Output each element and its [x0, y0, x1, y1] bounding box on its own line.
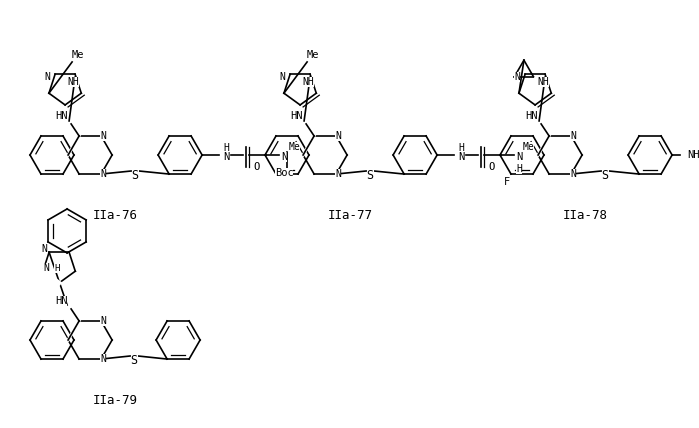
- Text: N: N: [100, 169, 106, 179]
- Text: HN: HN: [290, 111, 303, 121]
- Text: N: N: [335, 169, 341, 179]
- Text: IIa-78: IIa-78: [563, 208, 607, 222]
- Text: N: N: [41, 244, 47, 254]
- Text: N: N: [43, 263, 49, 273]
- Text: N: N: [100, 316, 106, 326]
- Text: NH: NH: [67, 77, 79, 87]
- Text: O: O: [488, 162, 494, 172]
- Text: F: F: [504, 177, 510, 187]
- Text: N: N: [100, 354, 106, 364]
- Text: H: H: [55, 264, 59, 273]
- Text: H: H: [516, 164, 522, 174]
- Text: NH: NH: [538, 77, 549, 87]
- Text: IIa-79: IIa-79: [92, 393, 138, 407]
- Text: H: H: [458, 143, 464, 153]
- Text: N: N: [335, 131, 341, 141]
- Text: S: S: [131, 354, 138, 366]
- Text: S: S: [366, 169, 374, 181]
- Text: Me: Me: [307, 50, 319, 60]
- Text: NH: NH: [302, 77, 314, 87]
- Text: N: N: [570, 169, 576, 179]
- Text: N: N: [44, 72, 50, 82]
- Text: H: H: [223, 143, 229, 153]
- Text: N: N: [516, 152, 522, 162]
- Text: N: N: [100, 131, 106, 141]
- Text: IIa-76: IIa-76: [92, 208, 138, 222]
- Text: Me: Me: [72, 50, 85, 60]
- Text: Boc: Boc: [275, 168, 294, 178]
- Text: N: N: [279, 72, 285, 82]
- Text: HN: HN: [55, 296, 67, 306]
- Text: Me: Me: [288, 142, 300, 152]
- Text: N: N: [281, 152, 287, 162]
- Text: N: N: [223, 152, 229, 162]
- Text: HN: HN: [525, 111, 538, 121]
- Text: O: O: [253, 162, 259, 172]
- Text: NHAc: NHAc: [688, 150, 699, 160]
- Text: HN: HN: [55, 111, 67, 121]
- Text: S: S: [131, 169, 138, 181]
- Text: S: S: [602, 169, 609, 181]
- Text: N: N: [570, 131, 576, 141]
- Text: Me: Me: [522, 142, 534, 152]
- Text: N: N: [458, 152, 464, 162]
- Text: IIa-77: IIa-77: [328, 208, 373, 222]
- Text: N: N: [514, 72, 520, 82]
